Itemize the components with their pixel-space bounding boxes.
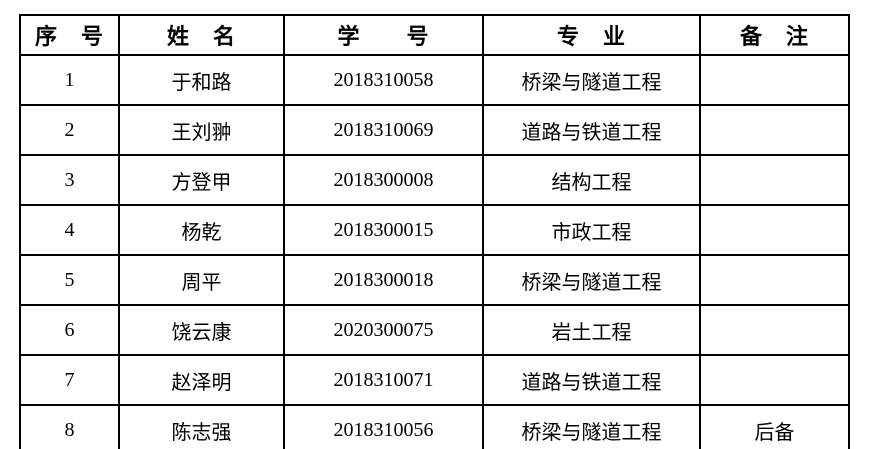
cell-remark xyxy=(699,204,850,256)
cell-major: 桥梁与隧道工程 xyxy=(482,54,701,106)
cell-name: 周平 xyxy=(118,254,285,306)
cell-serial-number: 1 xyxy=(19,54,120,106)
cell-name: 陈志强 xyxy=(118,404,285,449)
cell-student-id: 2018300008 xyxy=(283,154,484,206)
cell-major: 道路与铁道工程 xyxy=(482,104,701,156)
cell-student-id: 2018300018 xyxy=(283,254,484,306)
cell-serial-number: 2 xyxy=(19,104,120,156)
table-header-row: 序 号 姓 名 学 号 专 业 备 注 xyxy=(19,14,850,56)
cell-remark xyxy=(699,304,850,356)
cell-remark xyxy=(699,354,850,406)
cell-major: 市政工程 xyxy=(482,204,701,256)
table-row: 7 赵泽明 2018310071 道路与铁道工程 xyxy=(19,354,850,406)
cell-major: 道路与铁道工程 xyxy=(482,354,701,406)
table-body: 1 于和路 2018310058 桥梁与隧道工程 2 王刘翀 201831006… xyxy=(19,54,850,449)
cell-name: 赵泽明 xyxy=(118,354,285,406)
cell-remark xyxy=(699,104,850,156)
cell-name: 方登甲 xyxy=(118,154,285,206)
cell-name: 杨乾 xyxy=(118,204,285,256)
cell-student-id: 2018310056 xyxy=(283,404,484,449)
cell-serial-number: 5 xyxy=(19,254,120,306)
table-row: 3 方登甲 2018300008 结构工程 xyxy=(19,154,850,206)
cell-serial-number: 4 xyxy=(19,204,120,256)
cell-student-id: 2018310071 xyxy=(283,354,484,406)
table-row: 6 饶云康 2020300075 岩土工程 xyxy=(19,304,850,356)
cell-student-id: 2018310069 xyxy=(283,104,484,156)
cell-name: 王刘翀 xyxy=(118,104,285,156)
cell-major: 桥梁与隧道工程 xyxy=(482,404,701,449)
cell-serial-number: 8 xyxy=(19,404,120,449)
cell-major: 岩土工程 xyxy=(482,304,701,356)
cell-serial-number: 6 xyxy=(19,304,120,356)
table-row: 8 陈志强 2018310056 桥梁与隧道工程 后备 xyxy=(19,404,850,449)
cell-name: 饶云康 xyxy=(118,304,285,356)
cell-student-id: 2018300015 xyxy=(283,204,484,256)
header-remark: 备 注 xyxy=(699,14,850,56)
cell-serial-number: 7 xyxy=(19,354,120,406)
cell-remark: 后备 xyxy=(699,404,850,449)
header-student-id: 学 号 xyxy=(283,14,484,56)
cell-remark xyxy=(699,54,850,106)
header-name: 姓 名 xyxy=(118,14,285,56)
cell-major: 桥梁与隧道工程 xyxy=(482,254,701,306)
header-serial-number: 序 号 xyxy=(19,14,120,56)
cell-remark xyxy=(699,154,850,206)
cell-serial-number: 3 xyxy=(19,154,120,206)
student-roster-table: 序 号 姓 名 学 号 专 业 备 注 1 于和路 2018310058 桥梁与… xyxy=(19,14,850,449)
header-major: 专 业 xyxy=(482,14,701,56)
table-row: 5 周平 2018300018 桥梁与隧道工程 xyxy=(19,254,850,306)
table-row: 4 杨乾 2018300015 市政工程 xyxy=(19,204,850,256)
table-row: 1 于和路 2018310058 桥梁与隧道工程 xyxy=(19,54,850,106)
cell-student-id: 2018310058 xyxy=(283,54,484,106)
table-row: 2 王刘翀 2018310069 道路与铁道工程 xyxy=(19,104,850,156)
cell-remark xyxy=(699,254,850,306)
cell-student-id: 2020300075 xyxy=(283,304,484,356)
cell-major: 结构工程 xyxy=(482,154,701,206)
cell-name: 于和路 xyxy=(118,54,285,106)
